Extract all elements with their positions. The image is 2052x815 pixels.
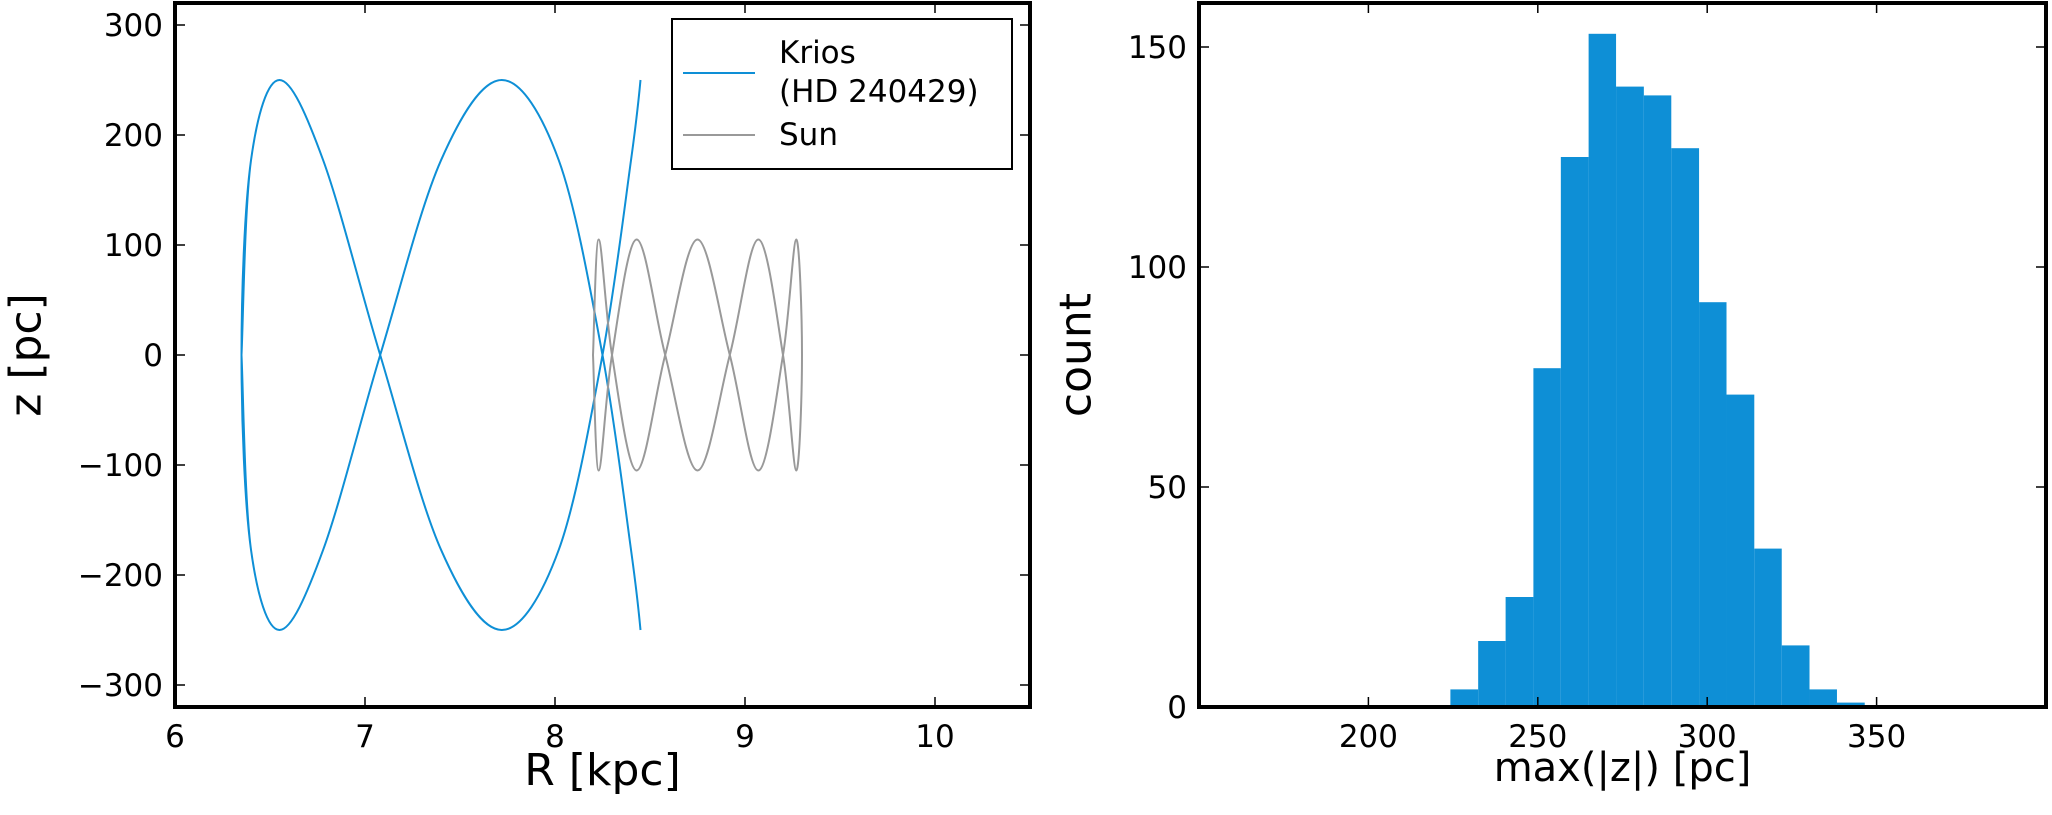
y-tick-label: 100 xyxy=(104,228,163,264)
x-axis-label: R [kpc] xyxy=(524,745,681,796)
legend-entry: Sun xyxy=(683,116,997,155)
y-tick-label: −100 xyxy=(78,448,163,484)
x-tick-label: 8 xyxy=(545,719,565,755)
histogram-bar xyxy=(1616,86,1644,708)
histogram-bar xyxy=(1836,702,1865,707)
x-tick-label: 9 xyxy=(735,719,755,755)
histogram-bar xyxy=(1699,302,1727,707)
y-tick-label: 0 xyxy=(143,338,163,374)
orbit-line xyxy=(240,78,642,632)
orbit-line xyxy=(592,238,804,472)
y-tick-label: 150 xyxy=(1128,30,1187,66)
histogram-bar xyxy=(1754,548,1782,707)
histogram-bar xyxy=(1726,394,1755,707)
histogram-bar xyxy=(1643,95,1672,707)
histogram-bar xyxy=(1560,157,1589,707)
histogram-bar xyxy=(1588,33,1617,708)
x-tick-label: 7 xyxy=(355,719,375,755)
legend-swatch xyxy=(683,71,755,74)
histogram-bar xyxy=(1809,689,1837,707)
legend-entry: Krios (HD 240429) xyxy=(683,34,997,112)
y-tick-label: −300 xyxy=(78,668,163,704)
axes-frame xyxy=(1197,1,2048,709)
x-tick-label: 200 xyxy=(1339,719,1398,755)
legend-swatch xyxy=(683,133,755,136)
legend-label: Krios (HD 240429) xyxy=(779,35,979,110)
y-tick-label: 50 xyxy=(1148,470,1187,506)
histogram-bar xyxy=(1533,368,1561,707)
x-tick-label: 300 xyxy=(1678,719,1737,755)
histogram-bar xyxy=(1671,148,1700,707)
legend-label: Sun xyxy=(779,116,838,153)
legend: Krios (HD 240429) Sun xyxy=(671,18,1013,171)
x-tick-label: 10 xyxy=(915,719,954,755)
histogram-bar xyxy=(1781,645,1810,707)
y-tick-label: 0 xyxy=(1167,690,1187,726)
axes-frame xyxy=(173,1,1032,709)
x-tick-label: 6 xyxy=(165,719,185,755)
x-tick-label: 350 xyxy=(1847,719,1906,755)
y-axis-label: count xyxy=(1051,293,1102,417)
y-tick-label: 200 xyxy=(104,118,163,154)
y-tick-label: 100 xyxy=(1128,250,1187,286)
histogram-bar xyxy=(1505,597,1534,707)
y-tick-label: 300 xyxy=(104,8,163,44)
histogram-bar xyxy=(1450,689,1479,707)
x-tick-label: 250 xyxy=(1508,719,1567,755)
y-axis-label: z [pc] xyxy=(1,293,52,417)
y-tick-label: −200 xyxy=(78,558,163,594)
x-axis-label: max(|z|) [pc] xyxy=(1494,745,1752,791)
histogram-bar xyxy=(1478,641,1506,707)
